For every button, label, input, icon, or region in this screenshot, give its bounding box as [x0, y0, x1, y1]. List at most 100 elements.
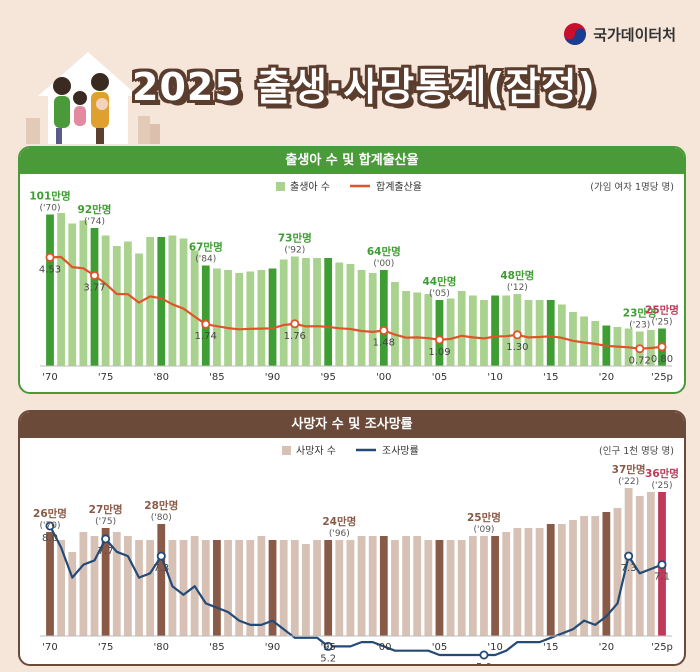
deaths-chart-panel: 사망자 수 및 조사망률 사망자 수 조사망률 (인구 1천 명당 명) 8.0 7.7… [18, 410, 686, 666]
rate-label-2022: 7.3 [621, 563, 637, 574]
family-icon [53, 73, 109, 144]
bar-1991 [279, 259, 288, 366]
x-tick-8: '10 [487, 642, 502, 653]
rate-annotations: 4.53 3.77 1.74 1.76 1.48 1.09 1.30 0.72 0.80 [39, 252, 673, 367]
x-tick-9: '15 [543, 642, 558, 653]
x-tick-8: '10 [487, 372, 502, 383]
bar-2013 [524, 300, 533, 366]
bar-2001 [391, 282, 399, 366]
bar-1981 [168, 540, 177, 636]
bar-sub-1974: ('74) [84, 217, 105, 227]
x-tick-9: '15 [543, 372, 558, 383]
bar-1981 [168, 235, 177, 366]
x-tick-10: '20 [599, 372, 614, 383]
bar-1989 [257, 270, 266, 366]
bar-1986 [224, 540, 232, 636]
bar-value-2025: 25만명 [645, 304, 679, 317]
bar-2004 [424, 294, 433, 366]
bar-1970 [46, 214, 54, 366]
rate-point-2025 [657, 560, 667, 570]
rate-point-2009 [479, 650, 489, 660]
bar-2000 [379, 270, 388, 366]
x-tick-0: '70 [42, 642, 57, 653]
bar-2006 [446, 540, 455, 636]
rate-point-1992 [290, 319, 300, 329]
bar-2014 [535, 528, 544, 636]
chart-legend: 사망자 수 조사망률 [282, 445, 419, 457]
bar-2011 [502, 532, 511, 636]
bar-2005 [435, 300, 444, 366]
bar-value-2022: 37만명 [612, 463, 646, 476]
bar-1989 [257, 536, 266, 636]
rate-point-2005 [434, 335, 444, 345]
city-buildings-icon [26, 116, 160, 144]
bar-2021 [613, 508, 622, 636]
rate-point-2012 [512, 330, 522, 340]
bar-annotations: 101만명('70) 92만명('74) 67만명('84) 73만명('92) 64만… [29, 190, 679, 331]
rate-label-2009: 5.0 [476, 662, 492, 664]
bar-2014 [535, 300, 544, 366]
bar-1976 [112, 246, 121, 366]
bar-sub-2025: ('25) [652, 318, 673, 328]
bar-2013 [524, 528, 533, 636]
bar-1990 [268, 268, 277, 366]
rate-line [49, 255, 663, 350]
bar-sub-1992: ('92) [284, 246, 305, 256]
bar-1980 [157, 237, 166, 366]
bar-2012 [513, 294, 522, 366]
bar-1996 [335, 262, 344, 366]
x-tick-4: '90 [265, 372, 280, 383]
bar-1988 [246, 540, 255, 636]
bar-value-2025: 36만명 [645, 467, 679, 480]
rate-point-1980 [156, 551, 166, 561]
x-tick-labels: '70 '75 '80 '85 '90 '95 '00 '05 '10 '15 '20 '25p [42, 372, 673, 383]
bar-1974 [90, 228, 99, 366]
bar-1971 [57, 540, 66, 636]
deaths-chart-title: 사망자 수 및 조사망률 [20, 412, 684, 438]
bar-1997 [346, 264, 355, 366]
bar-1998 [357, 270, 366, 366]
taegeuk-logo-icon [564, 23, 587, 45]
bar-1978 [135, 253, 143, 366]
bar-1983 [190, 250, 199, 366]
unit-note: (가임 여자 1명당 명) [590, 181, 674, 193]
bar-1994 [313, 258, 321, 366]
bar-1974 [90, 536, 99, 636]
bar-series [46, 213, 666, 366]
rate-label-1975: 7.7 [98, 546, 114, 557]
bar-value-1996: 24만명 [322, 515, 356, 528]
bar-1979 [146, 540, 155, 636]
bar-2003 [413, 292, 422, 366]
bar-2012 [513, 528, 522, 636]
legend-line-label: 조사망률 [382, 445, 419, 457]
bar-1988 [246, 271, 255, 366]
bar-1972 [68, 223, 77, 366]
bar-2022 [624, 488, 633, 636]
unit-note: (인구 1천 명당 명) [599, 446, 674, 457]
x-tick-7: '05 [432, 642, 447, 653]
x-tick-0: '70 [42, 372, 57, 383]
bar-sub-2005: ('05) [429, 289, 450, 299]
bar-1999 [368, 273, 377, 366]
bar-2002 [402, 536, 410, 636]
bar-1993 [302, 544, 310, 636]
bar-1999 [368, 536, 377, 636]
rate-label-1980: 7.3 [153, 563, 169, 574]
rate-point-1984 [201, 319, 211, 329]
bar-2016 [557, 524, 566, 636]
rate-label-1995: 5.2 [320, 653, 336, 664]
bar-1992 [290, 540, 299, 636]
bar-2023 [635, 496, 644, 636]
rate-point-1995 [323, 641, 333, 651]
bar-2007 [457, 291, 466, 366]
rate-label-2005: 1.09 [428, 347, 450, 358]
agency-name: 국가데이터처 [593, 25, 676, 44]
page-title: 2025 출생·사망통계(잠정) [132, 65, 596, 109]
rate-label-1970: 4.53 [39, 264, 61, 275]
rate-point-1975 [101, 534, 111, 544]
bar-value-1984: 67만명 [189, 241, 223, 254]
x-tick-5: '95 [320, 372, 335, 383]
bar-2010 [491, 295, 499, 366]
agency-logo: 국가데이터처 [563, 22, 676, 46]
x-tick-4: '90 [265, 642, 280, 653]
